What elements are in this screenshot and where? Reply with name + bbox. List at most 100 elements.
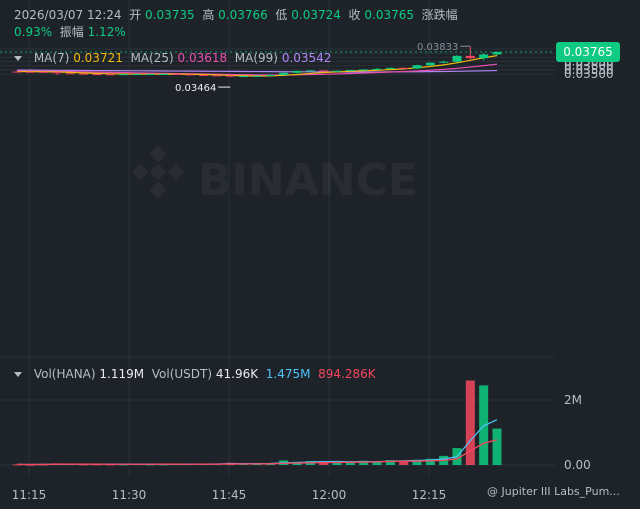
high-marker-label: 0.03833 — [417, 42, 458, 53]
price-markers: 0.03833 0.03464 — [0, 42, 555, 94]
candle — [265, 74, 275, 77]
candle — [225, 75, 235, 78]
ma7-value: 0.03721 — [73, 51, 123, 65]
candle-body — [225, 75, 235, 77]
candle — [465, 46, 475, 60]
time-tick-label: 11:15 — [12, 488, 47, 502]
volume-bar — [25, 464, 35, 466]
candle — [212, 74, 222, 77]
ma99-value: 0.03542 — [281, 51, 332, 65]
volume-bar — [385, 460, 395, 465]
candle-body — [199, 74, 209, 76]
candle-body — [412, 65, 422, 69]
candle — [332, 70, 342, 72]
candles — [12, 46, 502, 78]
candle-body — [185, 74, 195, 76]
candle-body — [105, 74, 115, 76]
low-marker-label: 0.03464 — [175, 83, 216, 94]
collapse-volume-icon[interactable] — [14, 372, 22, 377]
candle-body — [25, 71, 35, 73]
candle — [412, 64, 422, 69]
watermark-text: BINANCE — [198, 155, 418, 206]
candle — [452, 55, 462, 63]
volume-bars — [12, 380, 502, 466]
volume-tick-label: 0.00 — [564, 458, 591, 472]
candle-body — [92, 74, 102, 76]
volume-bar — [359, 460, 369, 465]
volume-ma2-line — [16, 439, 498, 466]
time-tick-label: 12:00 — [312, 488, 347, 502]
candle — [52, 71, 62, 75]
candle — [399, 67, 409, 69]
candle-body — [492, 51, 502, 55]
ma25-line — [16, 63, 498, 76]
candle-body — [145, 73, 155, 75]
volume-bar — [372, 461, 382, 465]
candle — [305, 70, 315, 72]
candle — [345, 69, 355, 72]
amplitude-value: 1.12% — [87, 25, 126, 39]
candle-body — [372, 68, 382, 70]
candle — [385, 67, 395, 70]
candle — [119, 73, 129, 76]
candle — [292, 70, 302, 74]
volume-ma1-line — [16, 419, 498, 466]
candle-body — [12, 71, 22, 73]
candle-body — [119, 74, 129, 76]
open-value: 0.03735 — [145, 8, 195, 22]
candle — [239, 75, 249, 78]
volume-bar — [399, 460, 409, 465]
candle — [425, 62, 435, 66]
axes: 11:1511:3011:4512:0012:150.038000.037500… — [12, 42, 614, 502]
candle-body — [425, 62, 435, 66]
candle-body — [239, 76, 249, 78]
candle — [439, 60, 449, 64]
ohlc-header-line2: 0.93% 振幅 1.12% — [14, 24, 126, 40]
high-label: 高 — [202, 8, 215, 22]
volume-tick-label: 2M — [564, 393, 582, 407]
candle-body — [132, 74, 142, 76]
candle — [145, 73, 155, 75]
candle-body — [159, 73, 169, 75]
candle-body — [385, 67, 395, 69]
binance-watermark: BINANCE — [131, 145, 418, 206]
volume-bar — [345, 461, 355, 465]
attribution-text: @ Jupiter III Labs_Pum... — [487, 485, 620, 498]
price-tick-label: 0.03600 — [564, 59, 614, 73]
low-value: 0.03724 — [291, 8, 341, 22]
candle-body — [439, 61, 449, 63]
candle — [159, 73, 169, 75]
candle-body — [172, 73, 182, 75]
candle — [25, 71, 35, 73]
current-price-tag: 0.03765 — [556, 41, 620, 62]
candle-body — [52, 71, 62, 74]
volume-legend[interactable]: Vol(HANA) 1.119M Vol(USDT) 41.96K 1.475M… — [14, 366, 376, 382]
candle-body — [452, 55, 462, 62]
datetime: 2026/03/07 12:24 — [14, 8, 122, 22]
vol-ma2-value: 894.286K — [318, 367, 376, 381]
close-label: 收 — [348, 8, 361, 22]
ma-legend[interactable]: MA(7) 0.03721 MA(25) 0.03618 MA(99) 0.03… — [14, 50, 331, 66]
volume-bar — [332, 462, 342, 465]
collapse-ma-icon[interactable] — [14, 56, 22, 61]
candle-body — [465, 55, 475, 59]
candle — [359, 69, 369, 71]
ohlc-header: 2026/03/07 12:24 开 0.03735 高 0.03766 低 0… — [14, 7, 458, 23]
volume-bar — [79, 464, 89, 466]
ma25-value: 0.03618 — [177, 51, 228, 65]
candle — [172, 73, 182, 75]
candle-body — [345, 69, 355, 71]
candle — [12, 71, 22, 73]
open-label: 开 — [129, 8, 142, 22]
vol-quote-label: Vol(USDT) — [151, 367, 213, 381]
candle — [199, 74, 209, 76]
candle-body — [39, 71, 49, 73]
time-tick-label: 12:15 — [412, 488, 447, 502]
candle-body — [479, 54, 489, 59]
candle-body — [252, 75, 262, 77]
volume-bar — [492, 428, 502, 465]
price-tick-label: 0.03500 — [564, 67, 614, 81]
change-label: 涨跌幅 — [421, 8, 458, 22]
candle — [65, 72, 75, 75]
